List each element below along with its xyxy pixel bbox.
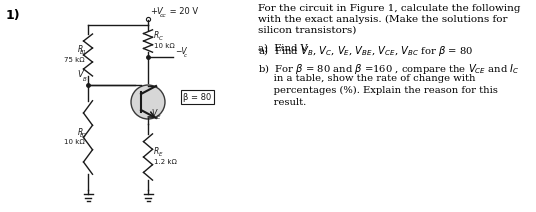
Text: cc: cc xyxy=(160,13,167,18)
Text: result.: result. xyxy=(258,98,306,107)
Text: a)  Find V: a) Find V xyxy=(258,44,308,53)
Text: 1.2 kΩ: 1.2 kΩ xyxy=(154,159,177,165)
Circle shape xyxy=(131,85,165,119)
Text: a)  Find $V_B$, $V_C$, $V_E$, $V_{BE}$, $V_{CE}$, $V_{BC}$ for $\beta$ = 80: a) Find $V_B$, $V_C$, $V_E$, $V_{BE}$, $… xyxy=(258,44,473,58)
Text: V: V xyxy=(151,109,157,118)
Text: in a table, show the rate of change with: in a table, show the rate of change with xyxy=(258,74,475,83)
Text: E: E xyxy=(157,115,160,120)
Text: R: R xyxy=(78,46,83,54)
Text: c: c xyxy=(184,53,187,58)
Text: β = 80: β = 80 xyxy=(183,92,211,102)
Text: with the exact analysis. (Make the solutions for: with the exact analysis. (Make the solut… xyxy=(258,15,508,24)
Text: V: V xyxy=(77,70,83,79)
Text: +V: +V xyxy=(150,7,163,16)
Text: B1: B1 xyxy=(80,50,87,56)
Text: 10 kΩ: 10 kΩ xyxy=(154,43,175,49)
Text: R: R xyxy=(78,128,83,137)
Text: R: R xyxy=(154,148,159,156)
Text: b)  For $\beta$ = 80 and $\beta$ =160 , compare the $V_{CE}$ and $I_C$: b) For $\beta$ = 80 and $\beta$ =160 , c… xyxy=(258,62,519,76)
Text: 10 kΩ: 10 kΩ xyxy=(64,139,85,145)
Text: 1): 1) xyxy=(6,9,20,22)
Text: For the circuit in Figure 1, calculate the following: For the circuit in Figure 1, calculate t… xyxy=(258,4,520,13)
Text: B: B xyxy=(83,77,87,82)
Text: = 20 V: = 20 V xyxy=(167,7,198,16)
Text: E: E xyxy=(159,152,162,158)
Text: 75 kΩ: 75 kΩ xyxy=(64,57,85,63)
Text: B2: B2 xyxy=(80,133,87,138)
Text: R: R xyxy=(154,32,159,40)
Text: −V: −V xyxy=(175,47,187,56)
Text: silicon transistors): silicon transistors) xyxy=(258,26,356,35)
Text: percentages (%). Explain the reason for this: percentages (%). Explain the reason for … xyxy=(258,86,498,95)
Text: C: C xyxy=(159,35,163,40)
